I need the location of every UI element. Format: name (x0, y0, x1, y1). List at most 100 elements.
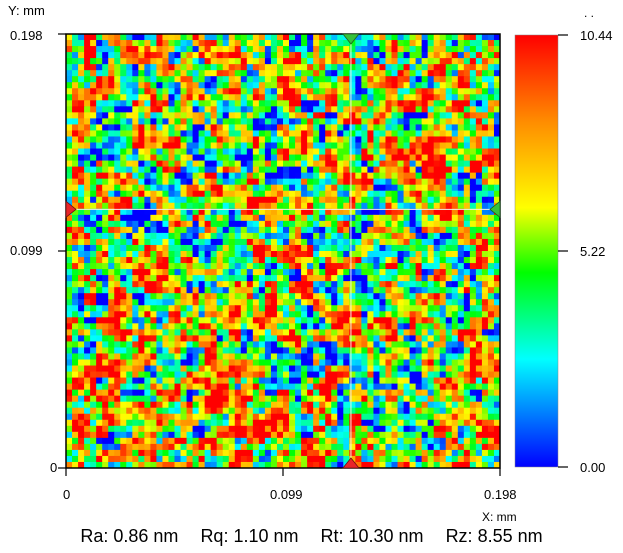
heatmap-cell (174, 425, 182, 433)
heatmap-cell (361, 287, 368, 294)
heatmap-cell (373, 232, 381, 240)
heatmap-cell (126, 335, 133, 343)
heatmap-cell (403, 172, 411, 180)
heatmap-cell (228, 70, 236, 77)
heatmap-cell (283, 305, 290, 312)
heatmap-cell (313, 353, 320, 361)
heatmap-cell (252, 287, 260, 294)
heatmap-cell (132, 335, 139, 343)
heatmap-cell (228, 365, 236, 373)
heatmap-cell (415, 335, 423, 343)
heatmap-cell (72, 76, 79, 83)
heatmap-cell (192, 275, 200, 282)
heatmap-cell (246, 263, 254, 270)
heatmap-cell (445, 202, 453, 210)
heatmap-cell (204, 70, 212, 77)
heatmap-cell (210, 178, 218, 186)
heatmap-cell (463, 407, 471, 415)
heatmap-cell (132, 329, 139, 336)
heatmap-cell (204, 299, 212, 306)
heatmap-cell (409, 124, 417, 132)
heatmap-cell (283, 407, 290, 415)
heatmap-cell (150, 232, 158, 240)
heatmap-cell (102, 40, 109, 47)
heatmap-cell (132, 437, 139, 445)
heatmap-cell (301, 88, 308, 95)
heatmap-cell (234, 317, 242, 324)
heatmap-cell (385, 124, 393, 132)
heatmap-cell (270, 365, 278, 373)
heatmap-cell (138, 238, 145, 246)
heatmap-cell (367, 238, 375, 246)
heatmap-cell (114, 244, 121, 252)
heatmap-cell (355, 118, 362, 126)
heatmap-cell (475, 293, 483, 300)
heatmap-cell (114, 118, 121, 126)
heatmap-cell (174, 347, 182, 355)
heatmap-cell (150, 112, 158, 119)
heatmap-cell (276, 323, 284, 330)
heatmap-cell (222, 317, 230, 324)
heatmap-cell (144, 184, 151, 192)
heatmap-cell (373, 52, 381, 59)
heatmap-cell (487, 160, 495, 168)
heatmap-cell (108, 257, 115, 264)
heatmap-cell (216, 142, 224, 150)
heatmap-cell (96, 413, 103, 421)
heatmap-cell (144, 130, 151, 138)
heatmap-cell (367, 431, 375, 439)
heatmap-cell (373, 112, 381, 119)
heatmap-cell (258, 251, 266, 258)
heatmap-cell (84, 389, 91, 397)
heatmap-cell (403, 413, 411, 421)
heatmap-cell (403, 160, 411, 168)
heatmap-cell (469, 281, 477, 288)
heatmap-cell (295, 341, 302, 349)
heatmap-cell (168, 58, 176, 65)
heatmap-cell (168, 88, 176, 95)
heatmap-cell (307, 238, 314, 246)
heatmap-cell (252, 359, 260, 367)
heatmap-cell (409, 443, 417, 451)
heatmap-cell (162, 244, 170, 252)
heatmap-cell (252, 136, 260, 144)
heatmap-cell (198, 166, 206, 174)
heatmap-cell (216, 293, 224, 300)
heatmap-cell (210, 82, 218, 89)
heatmap-cell (421, 311, 429, 318)
heatmap-cell (180, 172, 188, 180)
heatmap-cell (361, 395, 368, 403)
heatmap-cell (78, 148, 85, 156)
heatmap-cell (493, 437, 500, 445)
heatmap-cell (120, 64, 127, 71)
heatmap-cell (252, 184, 260, 192)
heatmap-cell (78, 323, 85, 330)
heatmap-cell (120, 251, 127, 258)
heatmap-cell (264, 335, 272, 343)
heatmap-cell (276, 263, 284, 270)
heatmap-cell (144, 257, 151, 264)
heatmap-cell (403, 34, 411, 41)
heatmap-cell (337, 257, 344, 264)
heatmap-cell (144, 431, 151, 439)
heatmap-cell (84, 130, 91, 138)
heatmap-cell (234, 130, 242, 138)
heatmap-cell (487, 293, 495, 300)
heatmap-cell (415, 311, 423, 318)
heatmap-cell (487, 431, 495, 439)
heatmap-cell (295, 70, 302, 77)
heatmap-cell (150, 196, 158, 204)
heatmap-cell (367, 251, 375, 258)
heatmap-cell (463, 100, 471, 107)
heatmap-cell (415, 112, 423, 119)
heatmap-cell (156, 425, 164, 433)
heatmap-cell (403, 202, 411, 210)
heatmap-cell (331, 214, 338, 222)
heatmap-cell (78, 293, 85, 300)
heatmap-cell (114, 353, 121, 361)
heatmap-cell (72, 305, 79, 312)
heatmap-cell (144, 196, 151, 204)
heatmap-cell (150, 305, 158, 312)
heatmap-cell (66, 220, 73, 228)
heatmap-cell (451, 232, 459, 240)
